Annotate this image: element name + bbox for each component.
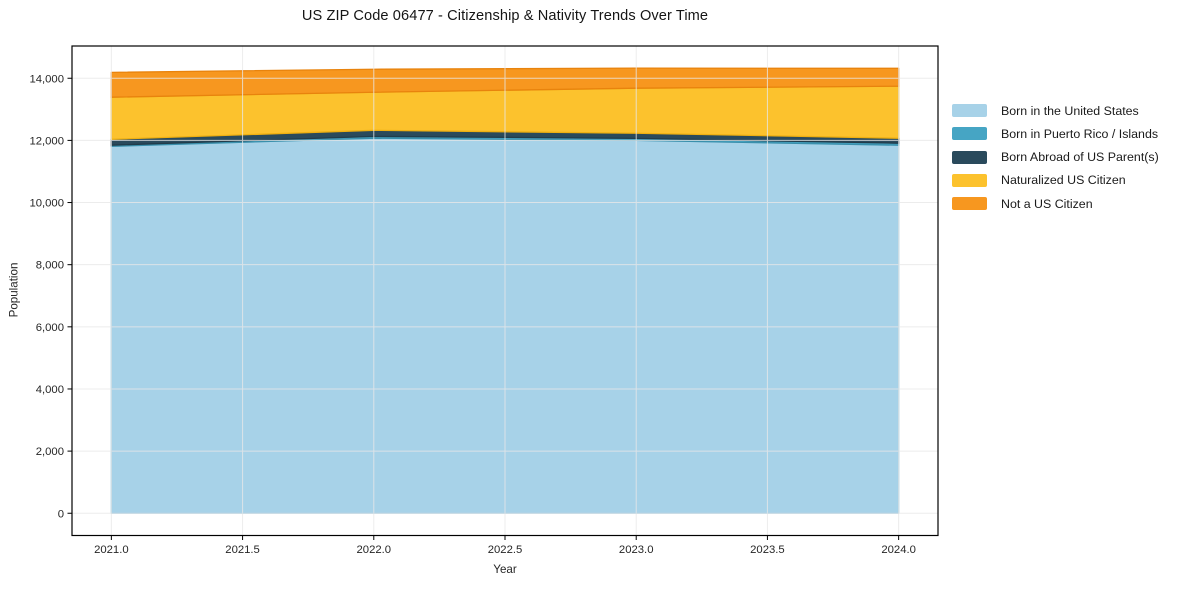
- legend-label: Born Abroad of US Parent(s): [1001, 150, 1159, 165]
- y-tick-label: 6,000: [36, 322, 64, 334]
- x-tick-label: 2024.0: [881, 544, 916, 556]
- y-tick-label: 0: [58, 508, 64, 520]
- y-tick-label: 10,000: [29, 198, 64, 210]
- x-axis-label: Year: [493, 563, 517, 576]
- legend-item: Born in Puerto Rico / Islands: [952, 126, 1159, 141]
- legend-label: Born in Puerto Rico / Islands: [1001, 126, 1159, 141]
- legend-item: Naturalized US Citizen: [952, 173, 1159, 188]
- legend-swatch-icon: [952, 173, 987, 187]
- legend-swatch-icon: [952, 127, 987, 141]
- y-tick-label: 12,000: [29, 135, 64, 147]
- y-axis-label: Population: [7, 262, 21, 318]
- gridlines: [72, 46, 938, 536]
- x-tick-label: 2023.5: [750, 544, 785, 556]
- legend: Born in the United States Born in Puerto …: [952, 104, 1159, 220]
- y-tick-label: 2,000: [36, 446, 64, 458]
- legend-label: Naturalized US Citizen: [1001, 173, 1126, 188]
- legend-item: Not a US Citizen: [952, 196, 1159, 211]
- legend-label: Not a US Citizen: [1001, 196, 1093, 211]
- y-tick-label: 14,000: [29, 73, 64, 85]
- legend-item: Born in the United States: [952, 103, 1159, 118]
- tick-marks: [67, 77, 900, 540]
- y-tick-label: 4,000: [36, 384, 64, 396]
- legend-label: Born in the United States: [1001, 103, 1139, 118]
- y-tick-label: 8,000: [36, 260, 64, 272]
- legend-swatch-icon: [952, 150, 987, 164]
- x-tick-label: 2022.0: [357, 544, 392, 556]
- legend-swatch-icon: [952, 104, 987, 117]
- x-tick-label: 2023.0: [619, 544, 654, 556]
- x-tick-label: 2022.5: [488, 544, 523, 556]
- chart-title: US ZIP Code 06477 - Citizenship & Nativi…: [301, 8, 709, 24]
- x-tick-label: 2021.0: [94, 544, 129, 556]
- x-tick-label: 2021.5: [225, 544, 260, 556]
- legend-swatch-icon: [952, 197, 987, 211]
- legend-item: Born Abroad of US Parent(s): [952, 150, 1159, 165]
